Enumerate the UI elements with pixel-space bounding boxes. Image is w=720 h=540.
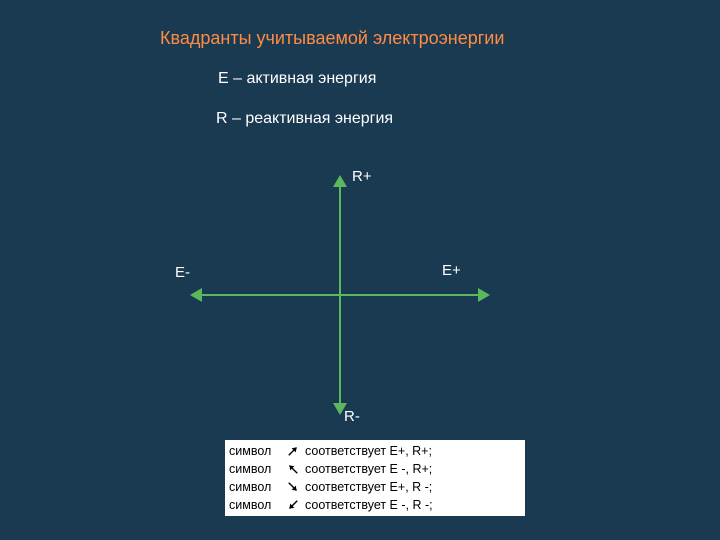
arrow-se-icon bbox=[281, 480, 305, 494]
label-e-plus: E+ bbox=[442, 262, 461, 279]
legend-e: E – активная энергия bbox=[218, 70, 376, 88]
table-cell-text: соответствует E+, R -; bbox=[305, 480, 521, 494]
arrowhead-right bbox=[478, 288, 490, 302]
label-e-minus: E- bbox=[175, 264, 190, 281]
table-cell-label: символ bbox=[229, 480, 281, 494]
symbol-table: символ соответствует E+, R+; символ соответ… bbox=[225, 440, 525, 516]
table-cell-text: соответствует E -, R -; bbox=[305, 498, 521, 512]
table-cell-label: символ bbox=[229, 498, 281, 512]
table-cell-label: символ bbox=[229, 444, 281, 458]
table-row: символ соответствует E+, R+; bbox=[229, 442, 521, 460]
arrow-sw-icon bbox=[281, 498, 305, 512]
table-cell-text: соответствует E+, R+; bbox=[305, 444, 521, 458]
arrow-nw-icon bbox=[281, 462, 305, 476]
quadrant-diagram bbox=[200, 175, 480, 415]
legend-r: R – реактивная энергия bbox=[216, 110, 393, 128]
arrowhead-up bbox=[333, 175, 347, 187]
label-r-plus: R+ bbox=[352, 168, 372, 185]
arrowhead-left bbox=[190, 288, 202, 302]
table-row: символ соответствует E+, R -; bbox=[229, 478, 521, 496]
arrow-ne-icon bbox=[281, 444, 305, 458]
table-row: символ соответствует E -, R -; bbox=[229, 496, 521, 514]
label-r-minus: R- bbox=[344, 408, 360, 425]
page-title: Квадранты учитываемой электроэнергии bbox=[160, 28, 504, 49]
table-row: символ соответствует E -, R+; bbox=[229, 460, 521, 478]
table-cell-label: символ bbox=[229, 462, 281, 476]
table-cell-text: соответствует E -, R+; bbox=[305, 462, 521, 476]
axis-horizontal bbox=[200, 294, 480, 297]
